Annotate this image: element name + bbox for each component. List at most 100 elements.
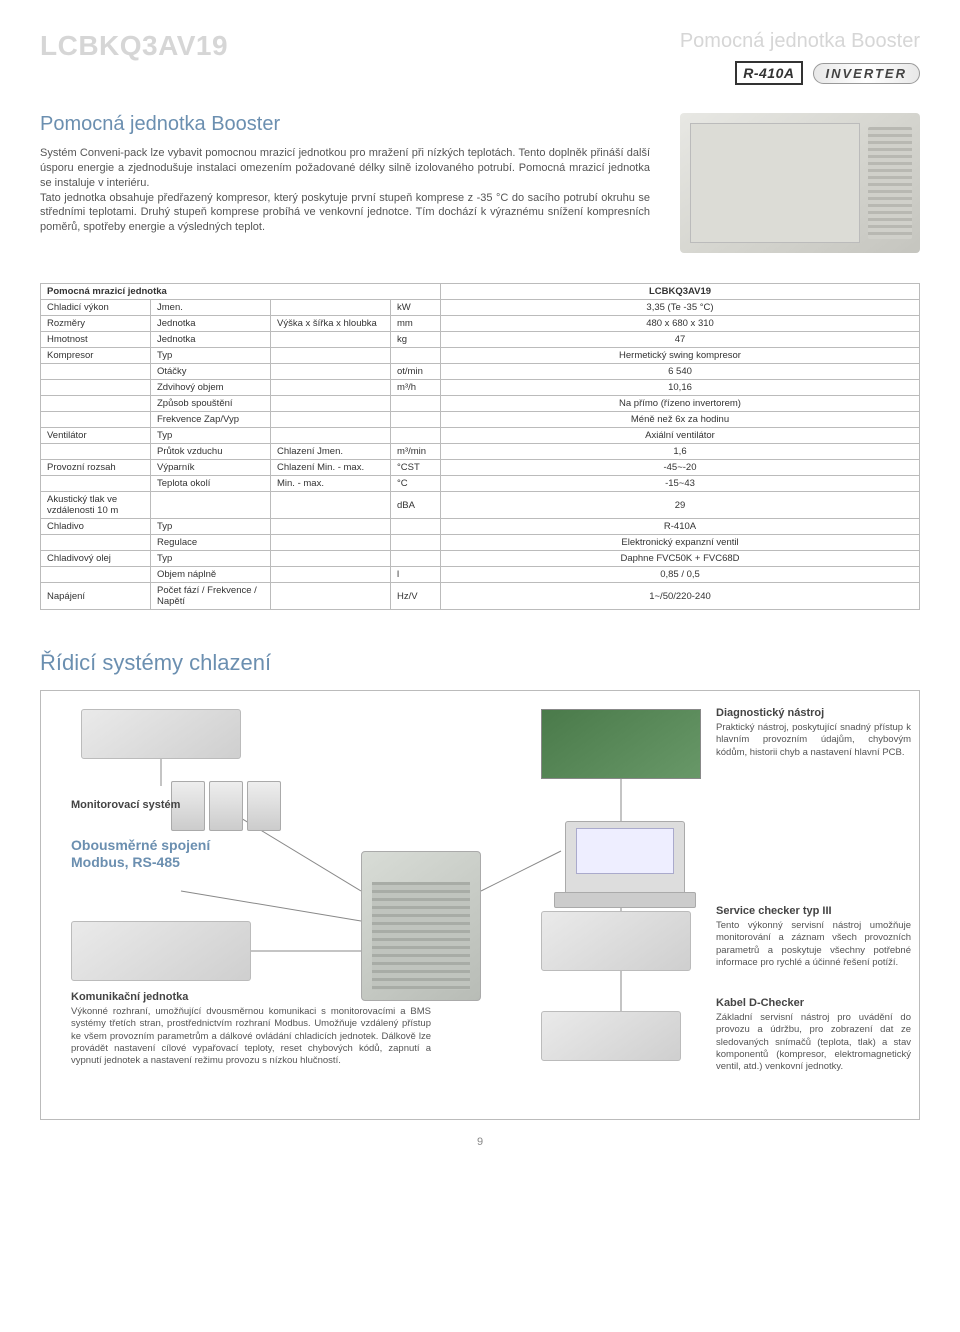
table-row: RegulaceElektronický expanzní ventil (41, 535, 920, 551)
table-cell: 1,6 (441, 444, 920, 460)
intro-paragraph: Systém Conveni-pack lze vybavit pomocnou… (40, 146, 650, 235)
modbus-title-text: Obousměrné spojení Modbus, RS-485 (71, 837, 271, 871)
table-cell: m³/h (391, 380, 441, 396)
table-cell: Akustický tlak ve vzdálenosti 10 m (41, 492, 151, 519)
d-checker-image (541, 1011, 681, 1061)
table-cell: Chladicí výkon (41, 300, 151, 316)
table-cell: kg (391, 332, 441, 348)
table-cell (271, 348, 391, 364)
table-row: NapájeníPočet fází / Frekvence / NapětíH… (41, 583, 920, 610)
table-cell (41, 364, 151, 380)
table-cell: Chladivo (41, 519, 151, 535)
table-cell: ot/min (391, 364, 441, 380)
table-cell: Méně než 6x za hodinu (441, 412, 920, 428)
kabel-body: Základní servisní nástroj pro uvádění do… (716, 1012, 911, 1074)
table-row: Chladivový olejTypDaphne FVC50K + FVC68D (41, 551, 920, 567)
table-cell (391, 551, 441, 567)
table-cell (271, 492, 391, 519)
communication-unit-text: Komunikační jednotka Výkonné rozhraní, u… (71, 991, 431, 1068)
table-row: Otáčky ot/min6 540 (41, 364, 920, 380)
table-cell (41, 444, 151, 460)
table-cell: -15~43 (441, 476, 920, 492)
table-cell: Způsob spouštění (151, 396, 271, 412)
table-cell (391, 519, 441, 535)
table-row: RozměryJednotkaVýška x šířka x hloubkamm… (41, 316, 920, 332)
service-checker-text: Service checker typ III Tento výkonný se… (716, 905, 911, 969)
d-checker-text: Kabel D-Checker Základní servisní nástro… (716, 997, 911, 1074)
table-cell: 3,35 (Te -35 °C) (441, 300, 920, 316)
table-cell: Hz/V (391, 583, 441, 610)
header-subtitle: Pomocná jednotka Booster (680, 30, 920, 53)
table-cell (271, 428, 391, 444)
table-cell: m³/min (391, 444, 441, 460)
table-row: Způsob spouštění Na přímo (řízeno inverto… (41, 396, 920, 412)
table-cell: kW (391, 300, 441, 316)
service-title: Service checker typ III (716, 905, 911, 917)
table-cell: 29 (441, 492, 920, 519)
outdoor-unit-image (361, 851, 481, 1001)
table-cell: Na přímo (řízeno invertorem) (441, 396, 920, 412)
table-cell (271, 519, 391, 535)
table-cell: Typ (151, 348, 271, 364)
table-cell (41, 380, 151, 396)
table-cell: -45~-20 (441, 460, 920, 476)
diagnostic-tool-text: Diagnostický nástroj Praktický nástroj, … (716, 707, 911, 759)
table-cell (271, 364, 391, 380)
table-cell: 1~/50/220-240 (441, 583, 920, 610)
table-header-right: LCBKQ3AV19 (441, 284, 920, 300)
table-row: KompresorTypHermetický swing kompresor (41, 348, 920, 364)
table-row: Provozní rozsahVýparníkChlazení Min. - m… (41, 460, 920, 476)
table-cell: Typ (151, 551, 271, 567)
intro-section: Pomocná jednotka Booster Systém Conveni-… (40, 113, 920, 253)
table-row: ChladivoTyp R-410A (41, 519, 920, 535)
spec-table: Pomocná mrazicí jednotka LCBKQ3AV19 Chla… (40, 283, 920, 610)
badge-inverter: INVERTER (813, 63, 921, 84)
table-cell: Jednotka (151, 316, 271, 332)
table-cell (41, 412, 151, 428)
table-cell: 6 540 (441, 364, 920, 380)
table-cell: l (391, 567, 441, 583)
evaporator-image (81, 709, 241, 759)
table-cell: Počet fází / Frekvence / Napětí (151, 583, 271, 610)
table-cell (391, 428, 441, 444)
table-row: HmotnostJednotkakg47 (41, 332, 920, 348)
table-cell: °C (391, 476, 441, 492)
table-cell: Axiální ventilátor (441, 428, 920, 444)
table-cell (391, 348, 441, 364)
table-cell: Chladivový olej (41, 551, 151, 567)
table-row: VentilátorTypAxiální ventilátor (41, 428, 920, 444)
table-cell: mm (391, 316, 441, 332)
intro-title: Pomocná jednotka Booster (40, 113, 650, 136)
table-cell (391, 396, 441, 412)
table-cell: 480 x 680 x 310 (441, 316, 920, 332)
table-row: Frekvence Zap/VypMéně než 6x za hodinu (41, 412, 920, 428)
table-cell (271, 380, 391, 396)
service-checker-image (541, 911, 691, 971)
table-cell (271, 332, 391, 348)
page-number: 9 (40, 1136, 920, 1148)
kabel-title: Kabel D-Checker (716, 997, 911, 1009)
table-cell (391, 535, 441, 551)
table-cell (271, 583, 391, 610)
table-cell: R-410A (441, 519, 920, 535)
table-cell: Typ (151, 428, 271, 444)
table-cell: Otáčky (151, 364, 271, 380)
table-cell: °CST (391, 460, 441, 476)
table-cell (271, 396, 391, 412)
table-row: Zdvihový objemm³/h10,16 (41, 380, 920, 396)
table-cell (271, 567, 391, 583)
table-cell: Výška x šířka x hloubka (271, 316, 391, 332)
table-cell (41, 567, 151, 583)
table-cell: Typ (151, 519, 271, 535)
diag-body: Praktický nástroj, poskytující snadný př… (716, 722, 911, 759)
cooling-systems-title: Řídicí systémy chlazení (40, 650, 920, 676)
table-row: Akustický tlak ve vzdálenosti 10 mdBA29 (41, 492, 920, 519)
pcb-image (541, 709, 701, 779)
table-cell: Průtok vzduchu (151, 444, 271, 460)
comm-body: Výkonné rozhraní, umožňující dvousměrnou… (71, 1006, 431, 1068)
table-cell (41, 535, 151, 551)
product-image (680, 113, 920, 253)
table-row: Teplota okolíMin. - max.°C-15~43 (41, 476, 920, 492)
table-cell: 10,16 (441, 380, 920, 396)
table-cell: Provozní rozsah (41, 460, 151, 476)
